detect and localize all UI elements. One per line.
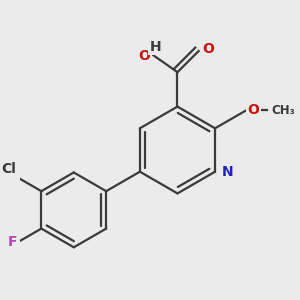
Text: Cl: Cl	[2, 162, 16, 176]
Text: H: H	[149, 40, 161, 54]
Text: O: O	[248, 103, 260, 117]
Text: O: O	[202, 43, 214, 56]
Text: N: N	[222, 165, 233, 179]
Text: O: O	[139, 50, 151, 64]
Text: CH₃: CH₃	[272, 104, 296, 117]
Text: F: F	[8, 235, 18, 249]
